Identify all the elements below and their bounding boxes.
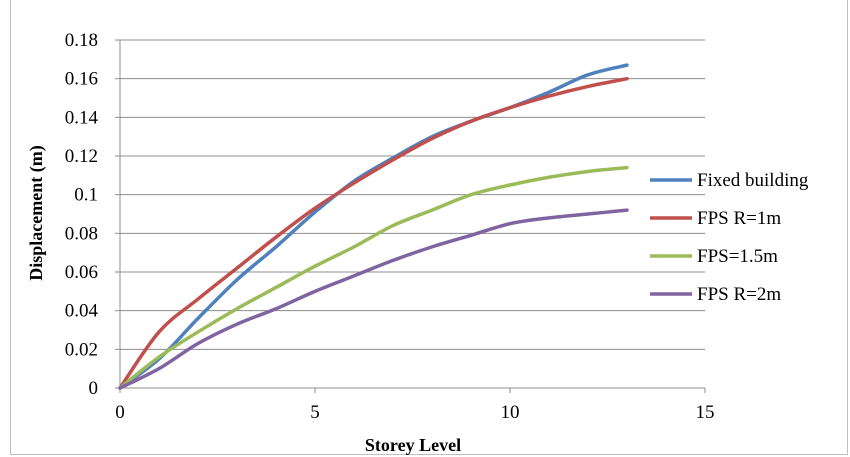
y-tick-label: 0.02 xyxy=(65,339,98,360)
series-line-fps-1-5m xyxy=(118,165,629,390)
x-tick-label: 15 xyxy=(696,402,715,423)
legend-label-fps-r-1m: FPS R=1m xyxy=(697,208,781,229)
y-tick-label: 0.14 xyxy=(65,107,99,128)
x-tick-label: 0 xyxy=(115,402,125,423)
series-line-fps-r-2m xyxy=(118,208,629,390)
y-tick-label: 0 xyxy=(89,378,99,399)
x-tick-labels: 0 5 10 15 xyxy=(115,402,714,423)
x-tick-label: 10 xyxy=(501,402,520,423)
x-axis-title: Storey Level xyxy=(365,435,461,455)
legend-label-fps-1-5m: FPS=1.5m xyxy=(697,246,778,267)
legend: Fixed building FPS R=1m FPS=1.5m FPS R=2m xyxy=(650,170,809,305)
grid-lines xyxy=(120,39,705,350)
series-lines xyxy=(118,63,629,390)
x-tick-label: 5 xyxy=(310,402,320,423)
axes xyxy=(115,39,706,393)
y-tick-label: 0.12 xyxy=(65,146,98,167)
legend-label-fps-r-2m: FPS R=2m xyxy=(697,284,781,305)
y-tick-labels: 0 0.02 0.04 0.06 0.08 0.1 0.12 0.14 0.16 0.18 xyxy=(65,30,99,399)
chart-frame xyxy=(10,0,848,455)
y-tick-label: 0.04 xyxy=(65,301,99,322)
y-tick-label: 0.08 xyxy=(65,223,98,244)
y-tick-label: 0.1 xyxy=(74,185,98,206)
y-tick-label: 0.06 xyxy=(65,262,98,283)
y-axis-title: Displacement (m) xyxy=(26,145,47,280)
series-line-fps-r-1m xyxy=(118,76,629,390)
y-tick-label: 0.18 xyxy=(65,30,98,51)
series-line-fixed-building xyxy=(118,63,629,390)
legend-label-fixed-building: Fixed building xyxy=(697,170,809,191)
y-tick-label: 0.16 xyxy=(65,69,98,90)
